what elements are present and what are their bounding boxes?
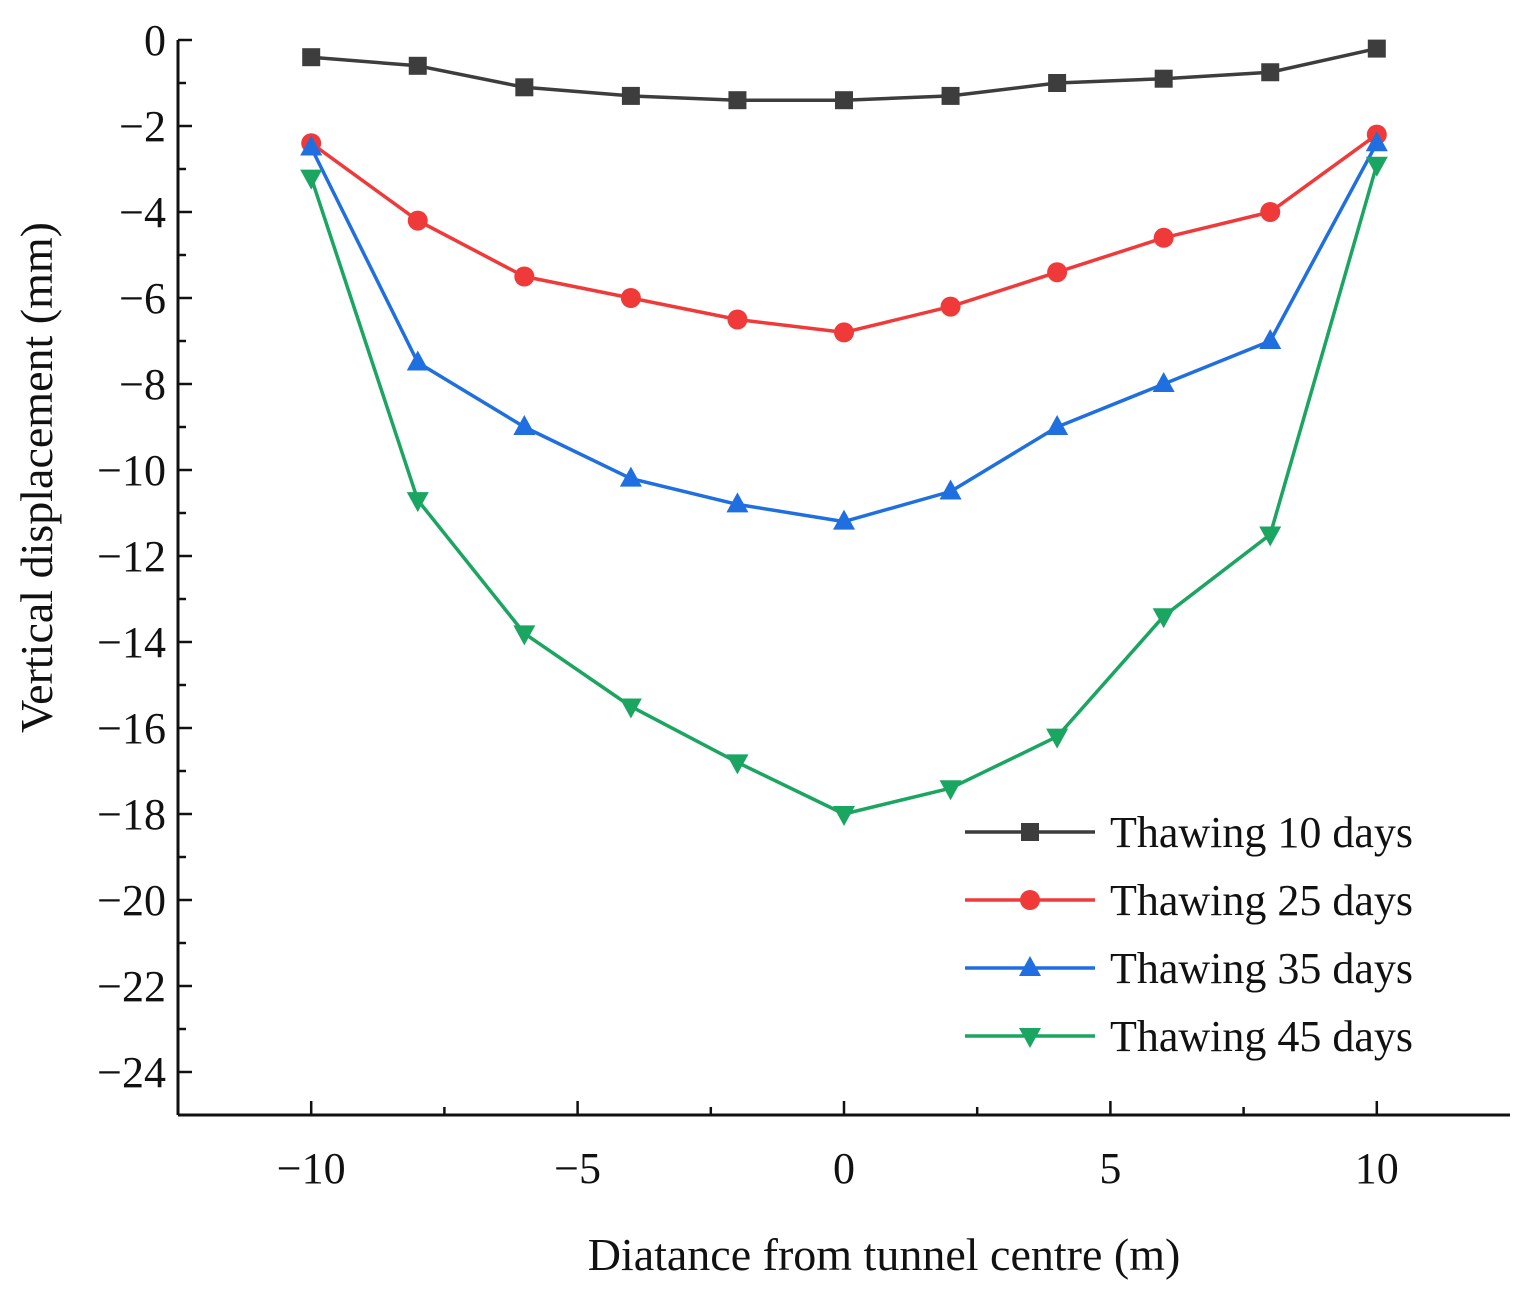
data-point <box>513 415 536 435</box>
data-point <box>834 322 854 343</box>
data-point <box>406 350 429 371</box>
data-point <box>1152 608 1175 629</box>
legend-marker <box>1019 956 1041 976</box>
series-3 <box>300 131 1388 530</box>
y-tick-label: −24 <box>97 1048 166 1097</box>
data-point <box>514 266 535 287</box>
x-tick-label: 10 <box>1355 1144 1399 1193</box>
data-point <box>621 86 640 105</box>
y-tick-label: −4 <box>119 188 166 237</box>
y-tick-label: −10 <box>97 446 166 495</box>
legend-label: Thawing 10 days <box>1110 808 1413 857</box>
data-point <box>835 91 853 110</box>
data-point <box>300 135 323 156</box>
y-tick-label: −16 <box>97 704 166 753</box>
data-point <box>1365 156 1388 177</box>
series-4 <box>300 156 1388 826</box>
data-point <box>513 625 536 646</box>
legend-marker <box>1020 890 1040 910</box>
x-tick-label: −5 <box>554 1144 601 1193</box>
legend-item: Thawing 25 days <box>965 876 1413 925</box>
data-point <box>1152 372 1175 392</box>
series-group <box>300 39 1388 826</box>
x-tick-label: 0 <box>833 1144 855 1193</box>
legend-item: Thawing 45 days <box>965 1012 1413 1061</box>
data-point <box>1259 329 1282 349</box>
x-axis-title: Diatance from tunnel centre (m) <box>588 1229 1181 1280</box>
y-tick-label: −12 <box>97 532 166 581</box>
data-point <box>300 169 323 190</box>
series-1 <box>302 39 1386 110</box>
data-point <box>833 806 855 826</box>
legend-marker <box>1019 1028 1041 1048</box>
data-point <box>939 780 962 801</box>
legend-label: Thawing 45 days <box>1110 1012 1413 1061</box>
data-point <box>1047 262 1068 283</box>
y-tick-label: −14 <box>97 618 166 667</box>
legend-marker <box>1021 823 1039 841</box>
data-point <box>619 466 642 487</box>
y-tick-label: −18 <box>97 790 166 839</box>
data-point <box>1260 202 1281 222</box>
y-tick-label: 0 <box>144 16 166 65</box>
data-point <box>1046 728 1069 749</box>
data-point <box>833 509 855 530</box>
x-axis-ticks: −10 −5 0 5 10 <box>277 1101 1399 1193</box>
y-tick-label: −6 <box>119 274 166 323</box>
data-point <box>726 754 749 775</box>
y-tick-label: −20 <box>97 876 166 925</box>
legend-item: Thawing 10 days <box>965 808 1413 857</box>
data-point <box>939 479 962 500</box>
data-point <box>1153 227 1174 248</box>
data-point <box>727 309 748 330</box>
data-point <box>1259 526 1282 547</box>
x-tick-label: −10 <box>277 1144 346 1193</box>
legend-label: Thawing 35 days <box>1110 944 1413 993</box>
data-point <box>1367 39 1386 58</box>
y-axis-ticks: 0 −2 −4 −6 −8 −10 −12 −14 −16 −18 −20 −22 −24 <box>97 16 192 1117</box>
data-point <box>302 48 321 67</box>
data-point <box>406 492 429 513</box>
legend-label: Thawing 25 days <box>1110 876 1413 925</box>
series-line <box>310 133 1378 335</box>
data-point <box>407 210 428 231</box>
data-point <box>408 56 427 75</box>
y-axis-title: Vertical displacement (mm) <box>11 222 62 733</box>
data-point <box>1046 415 1069 435</box>
y-tick-label: −8 <box>119 360 166 409</box>
legend-item: Thawing 35 days <box>965 944 1413 993</box>
data-point <box>1261 63 1280 82</box>
y-tick-label: −2 <box>119 102 166 151</box>
series-line <box>309 164 1379 816</box>
data-point <box>940 296 961 317</box>
data-point <box>728 91 747 110</box>
data-point <box>726 492 749 513</box>
legend: Thawing 10 days Thawing 25 days Thawing 35… <box>965 808 1413 1061</box>
data-point <box>515 78 534 97</box>
data-point <box>619 698 642 719</box>
series-2 <box>301 124 1387 343</box>
data-point <box>1365 131 1388 152</box>
data-point <box>1048 74 1067 92</box>
x-tick-label: 5 <box>1099 1144 1121 1193</box>
data-point <box>941 86 960 105</box>
y-tick-label: −22 <box>97 962 166 1011</box>
data-point <box>620 288 641 308</box>
data-point <box>1154 69 1173 88</box>
